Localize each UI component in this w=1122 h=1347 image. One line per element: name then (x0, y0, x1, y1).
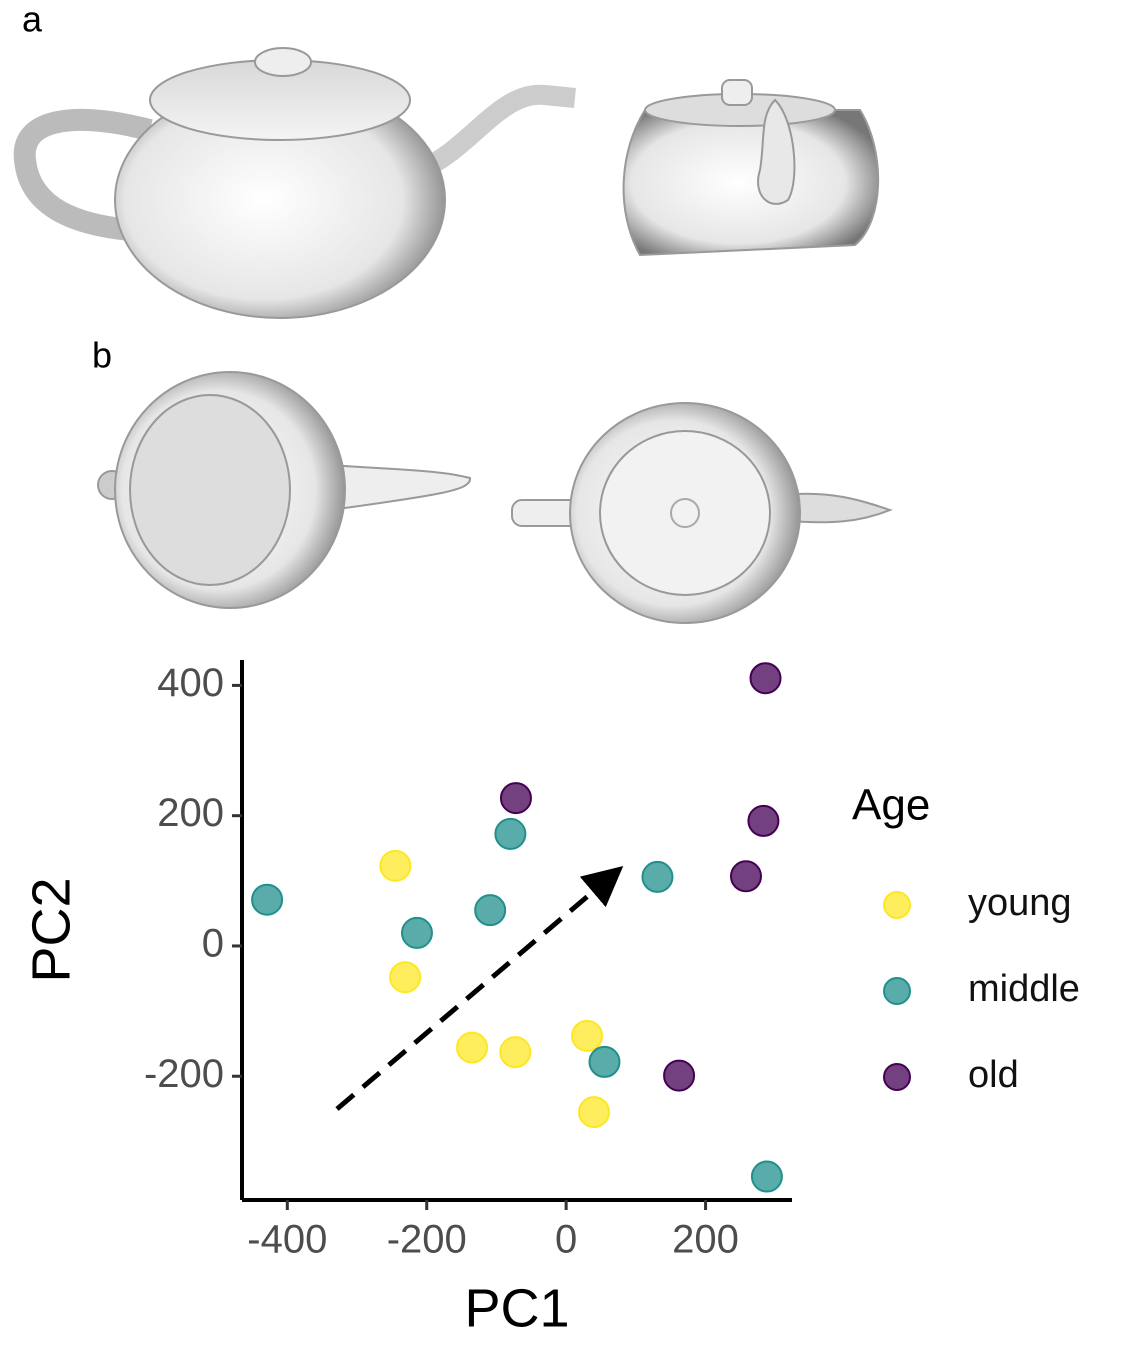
y-axis-title: PC2 (21, 877, 81, 982)
x-tick-label: -200 (387, 1218, 467, 1262)
legend-title: Age (852, 781, 930, 830)
point (389, 961, 422, 994)
point (379, 849, 412, 882)
panel-label: a (22, 0, 43, 40)
point (588, 1045, 621, 1078)
point (578, 1096, 611, 1129)
point (663, 1059, 696, 1092)
y-tick-label: 200 (157, 791, 224, 835)
point (747, 804, 780, 837)
legend-label: old (968, 1054, 1019, 1096)
x-tick-label: -400 (247, 1218, 327, 1262)
panel-label: b (92, 335, 112, 376)
legend-label: young (968, 882, 1072, 924)
point (474, 894, 507, 927)
point (456, 1031, 489, 1064)
point (750, 1160, 783, 1193)
legend-marker (883, 1063, 911, 1091)
teapot-image (622, 79, 880, 257)
point (499, 782, 532, 815)
y-tick-label: 0 (202, 922, 224, 966)
trend-arrow (335, 866, 624, 1111)
point (571, 1019, 604, 1052)
y-tick-label: -200 (144, 1052, 224, 1096)
point (499, 1036, 532, 1069)
x-tick-label: 200 (672, 1218, 739, 1262)
point (494, 817, 527, 850)
y-tick-label: 400 (157, 661, 224, 705)
legend-marker (883, 977, 911, 1005)
point (251, 883, 284, 916)
point (729, 860, 762, 893)
legend-label: middle (968, 968, 1080, 1010)
teapot-image (97, 371, 472, 609)
teapot-image (13, 47, 576, 319)
point (749, 662, 782, 695)
teapot-image (511, 402, 893, 624)
legend-marker (883, 891, 911, 919)
point (641, 860, 674, 893)
x-axis-title: PC1 (464, 1278, 569, 1338)
x-tick-label: 0 (555, 1218, 577, 1262)
point (400, 916, 433, 949)
